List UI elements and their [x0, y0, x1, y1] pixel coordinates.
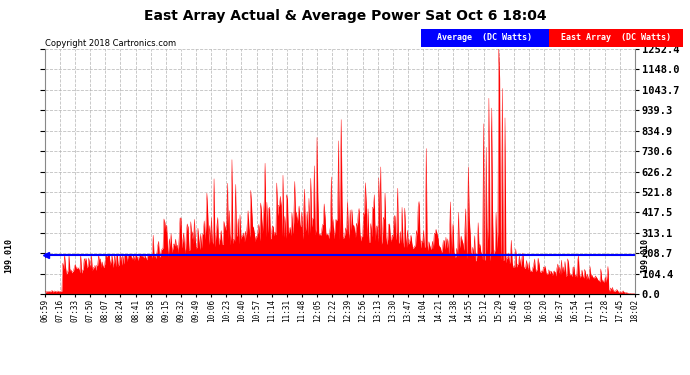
Text: East Array  (DC Watts): East Array (DC Watts) — [561, 33, 671, 42]
Text: 199.010: 199.010 — [640, 238, 650, 273]
Text: Copyright 2018 Cartronics.com: Copyright 2018 Cartronics.com — [45, 39, 176, 48]
Text: Average  (DC Watts): Average (DC Watts) — [437, 33, 532, 42]
Text: East Array Actual & Average Power Sat Oct 6 18:04: East Array Actual & Average Power Sat Oc… — [144, 9, 546, 23]
Text: 199.010: 199.010 — [3, 238, 13, 273]
